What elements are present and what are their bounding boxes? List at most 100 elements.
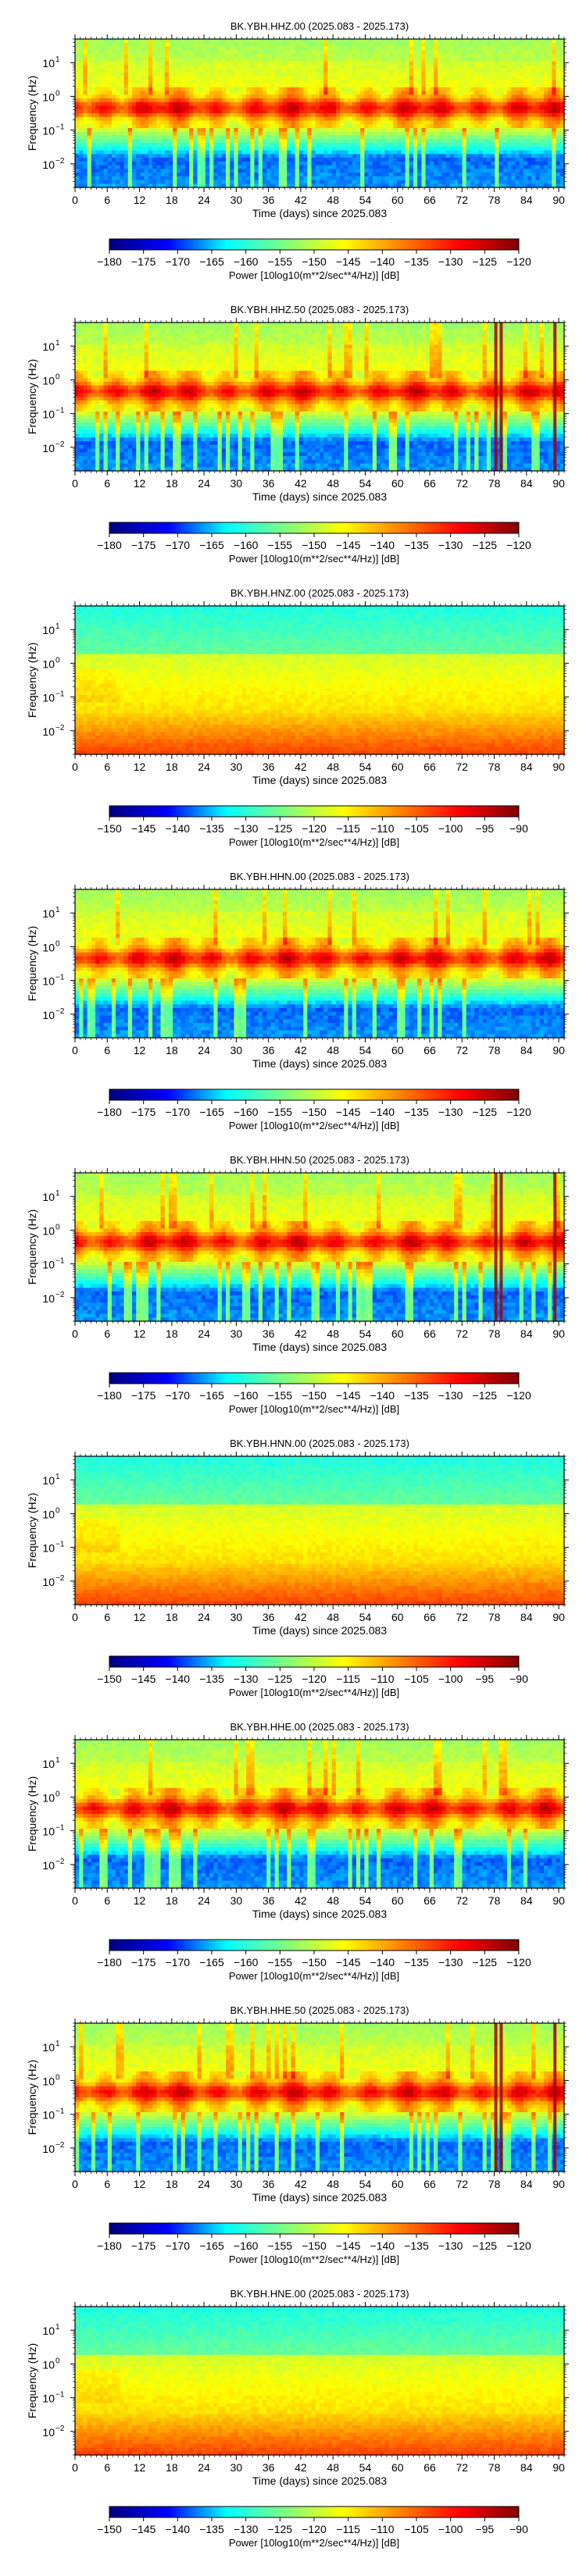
colorbar-tick-label: −100 xyxy=(438,1673,463,1685)
colorbar-tick-label: −150 xyxy=(302,2239,327,2252)
x-tick-label: 12 xyxy=(134,761,146,773)
colorbar-tick-label: −120 xyxy=(506,1956,531,1969)
colorbar-tick-label: −120 xyxy=(506,1106,531,1118)
colorbar-tick-label: −170 xyxy=(166,539,191,551)
x-tick-label: 54 xyxy=(359,477,372,490)
x-tick-label: 30 xyxy=(230,2178,243,2190)
x-tick-label: 18 xyxy=(166,1327,178,1340)
y-tick-label: 10 xyxy=(42,2426,55,2439)
x-tick-label: 12 xyxy=(134,477,146,490)
y-tick-label: 10 xyxy=(42,941,55,953)
colorbar-tick-label: −130 xyxy=(438,1106,463,1118)
y-tick-label: 10 xyxy=(42,725,55,738)
x-tick-label: 12 xyxy=(134,2178,146,2190)
x-tick-label: 36 xyxy=(263,761,275,773)
x-tick-label: 0 xyxy=(72,477,78,490)
x-tick-label: 30 xyxy=(230,1611,243,1623)
x-tick-label: 0 xyxy=(72,1894,78,1907)
x-tick-label: 72 xyxy=(456,194,469,206)
y-axis-label: Frequency (Hz) xyxy=(26,926,38,1001)
colorbar-tick-label: −120 xyxy=(302,822,327,835)
colorbar-tick-label: −115 xyxy=(336,822,360,835)
colorbar-tick-label: −145 xyxy=(131,1673,156,1685)
panel-title: BK.YBH.HHE.00 (2025.083 - 2025.173) xyxy=(230,1721,409,1733)
colorbar-tick-label: −130 xyxy=(438,539,463,551)
x-tick-label: 78 xyxy=(488,194,501,206)
x-tick-label: 24 xyxy=(198,761,210,773)
y-tick-exponent: 0 xyxy=(55,2357,60,2365)
x-tick-label: 60 xyxy=(391,761,404,773)
spectrogram-panel: BK.YBH.HHE.00 (2025.083 - 2025.173)0 6 12 1… xyxy=(26,1721,569,1982)
y-tick-label: 10 xyxy=(42,2325,55,2337)
x-tick-label: 6 xyxy=(104,2461,110,2474)
y-tick-label: 10 xyxy=(42,692,55,704)
colorbar-label: Power [10log10(m**2/sec**4/Hz)] [dB] xyxy=(229,1120,399,1131)
y-tick-exponent: −1 xyxy=(55,1257,65,1266)
y-tick-label: 10 xyxy=(42,2041,55,2054)
x-tick-label: 6 xyxy=(104,2178,110,2190)
colorbar-tick-label: −165 xyxy=(199,539,224,551)
x-tick-label: 48 xyxy=(327,1044,339,1056)
colorbar-tick-label: −125 xyxy=(268,1673,293,1685)
x-tick-label: 6 xyxy=(104,194,110,206)
y-tick-label: 10 xyxy=(42,2109,55,2122)
y-tick-label: 10 xyxy=(42,1542,55,1555)
panel-title: BK.YBH.HHZ.00 (2025.083 - 2025.173) xyxy=(230,20,409,32)
x-tick-label: 48 xyxy=(327,2178,339,2190)
colorbar-tick-label: −100 xyxy=(438,2523,463,2535)
x-tick-label: 60 xyxy=(391,2178,404,2190)
colorbar-tick-label: −130 xyxy=(234,822,259,835)
colorbar-tick-label: −170 xyxy=(166,1389,191,1402)
colorbar-tick-label: −180 xyxy=(97,1389,122,1402)
x-tick-label: 60 xyxy=(391,1327,404,1340)
colorbar-tick-label: −105 xyxy=(404,1673,429,1685)
y-tick-exponent: −1 xyxy=(55,123,65,132)
y-axis-label: Frequency (Hz) xyxy=(26,643,38,718)
colorbar-tick-label: −95 xyxy=(475,1673,494,1685)
colorbar-tick-label: −150 xyxy=(302,1106,327,1118)
x-axis-label: Time (days) since 2025.083 xyxy=(252,1624,387,1637)
panel-title: BK.YBH.HHN.50 (2025.083 - 2025.173) xyxy=(230,1154,409,1166)
y-tick-exponent: 0 xyxy=(55,1506,60,1515)
x-tick-label: 36 xyxy=(263,2178,275,2190)
spectrogram-panel: BK.YBH.HHN.50 (2025.083 - 2025.173)0 6 12 1… xyxy=(26,1154,569,1415)
colorbar-tick-label: −130 xyxy=(438,1956,463,1969)
colorbar xyxy=(109,1089,519,1100)
colorbar-tick-label: −145 xyxy=(336,2239,361,2252)
x-tick-label: 84 xyxy=(520,194,533,206)
colorbar-tick-label: −150 xyxy=(302,255,327,268)
colorbar-tick-label: −135 xyxy=(404,1956,429,1969)
x-tick-label: 18 xyxy=(166,477,178,490)
panel-title: BK.YBH.HHZ.50 (2025.083 - 2025.173) xyxy=(230,304,409,315)
y-axis-label: Frequency (Hz) xyxy=(26,2343,38,2418)
x-tick-label: 72 xyxy=(456,1044,469,1056)
x-tick-label: 12 xyxy=(134,1044,146,1056)
x-tick-label: 24 xyxy=(198,477,210,490)
x-axis-label: Time (days) since 2025.083 xyxy=(252,2191,387,2204)
colorbar-tick-label: −165 xyxy=(199,1389,224,1402)
x-tick-label: 90 xyxy=(552,1044,565,1056)
y-tick-exponent: 1 xyxy=(55,339,60,347)
x-tick-label: 84 xyxy=(520,2461,533,2474)
x-tick-label: 78 xyxy=(488,477,501,490)
spectrogram-figure: BK.YBH.HHZ.00 (2025.083 - 2025.173) 0 6 12 1… xyxy=(0,0,586,2572)
x-tick-label: 66 xyxy=(423,2178,436,2190)
x-tick-label: 60 xyxy=(391,1894,404,1907)
x-tick-label: 0 xyxy=(72,761,78,773)
y-tick-label: 10 xyxy=(42,1474,55,1487)
x-tick-label: 72 xyxy=(456,761,469,773)
x-tick-label: 78 xyxy=(488,2178,501,2190)
y-tick-label: 10 xyxy=(42,2393,55,2405)
colorbar-tick-label: −135 xyxy=(199,822,224,835)
x-tick-label: 42 xyxy=(295,761,307,773)
x-tick-label: 36 xyxy=(263,1044,275,1056)
colorbar-tick-label: −145 xyxy=(336,255,361,268)
x-tick-label: 18 xyxy=(166,2461,178,2474)
spectrogram-panel: BK.YBH.HHZ.50 (2025.083 - 2025.173)0 6 12 1… xyxy=(26,304,569,565)
x-tick-label: 6 xyxy=(104,1611,110,1623)
x-tick-label: 84 xyxy=(520,761,533,773)
x-tick-label: 66 xyxy=(423,477,436,490)
spectrogram-panel: BK.YBH.HNE.00 (2025.083 - 2025.173)0 6 12 1… xyxy=(26,2288,569,2549)
colorbar-tick-label: −100 xyxy=(438,822,463,835)
y-tick-exponent: 0 xyxy=(55,656,60,664)
